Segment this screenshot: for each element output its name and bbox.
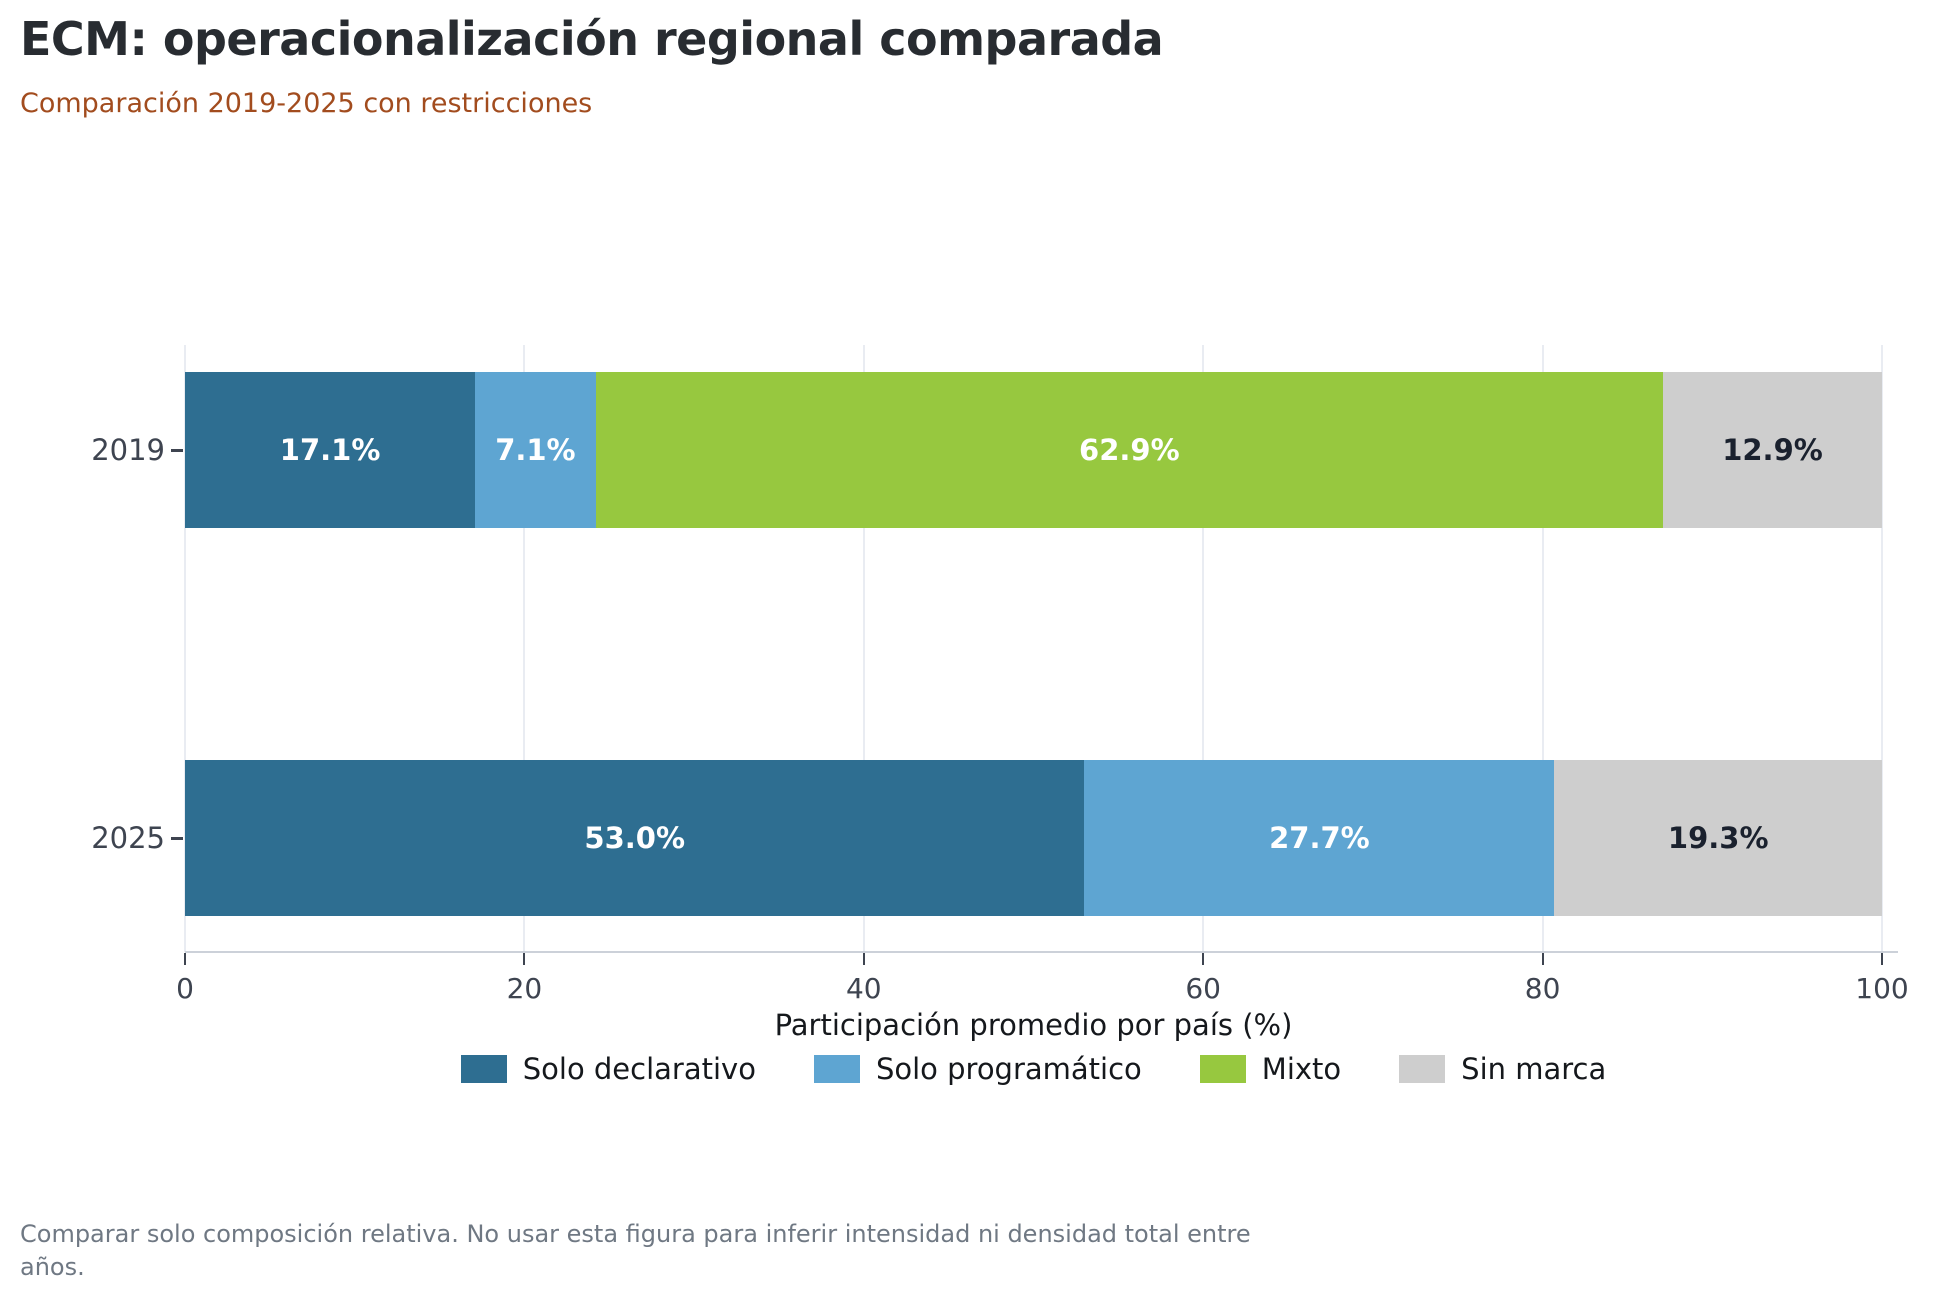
- bar-value-label: 19.3%: [1667, 821, 1769, 855]
- bar-segment-2025-solo-programático: 27.7%: [1084, 760, 1555, 916]
- gridline-x-100: [1881, 345, 1883, 952]
- legend-item-solo-programático: Solo programático: [813, 1052, 1142, 1086]
- x-tick-label-100: 100: [1855, 972, 1909, 1005]
- y-tick-mark-2019: [171, 449, 183, 452]
- gridline-x-40: [862, 345, 865, 952]
- gridline-x-60: [1202, 345, 1205, 952]
- bar-value-label: 27.7%: [1269, 821, 1370, 855]
- x-tick-label-60: 60: [1185, 972, 1222, 1005]
- gridline-x-0: [184, 345, 186, 952]
- legend-item-solo-declarativo: Solo declarativo: [460, 1052, 756, 1086]
- x-tick-label-0: 0: [176, 972, 194, 1005]
- legend: Solo declarativo Solo programático Mixto Si…: [185, 1052, 1882, 1086]
- x-tick-mark-100: [1881, 953, 1883, 965]
- bar-row-2019: 17.1% 7.1% 62.9% 12.9%: [185, 372, 1882, 528]
- x-axis-title: Participación promedio por país (%): [774, 1008, 1293, 1042]
- bar-segment-2019-solo-declarativo: 17.1%: [185, 372, 476, 528]
- bar-value-label: 53.0%: [584, 821, 685, 855]
- x-tick-label-20: 20: [506, 972, 543, 1005]
- legend-label: Sin marca: [1461, 1052, 1607, 1086]
- legend-item-mixto: Mixto: [1199, 1052, 1342, 1086]
- y-tick-label-2025: 2025: [91, 821, 165, 855]
- y-tick-mark-2025: [171, 837, 183, 840]
- legend-label: Solo programático: [875, 1052, 1142, 1086]
- legend-label: Mixto: [1261, 1052, 1342, 1086]
- bar-segment-2019-mixto: 62.9%: [595, 372, 1664, 528]
- bar-value-label: 12.9%: [1722, 433, 1823, 467]
- x-tick-mark-0: [184, 953, 186, 965]
- legend-swatch: [1199, 1055, 1246, 1083]
- chart-subtitle: Comparación 2019-2025 con restricciones: [20, 88, 593, 119]
- bar-segment-2019-solo-programático: 7.1%: [475, 372, 596, 528]
- gridline-x-20: [523, 345, 526, 952]
- x-tick-mark-40: [862, 953, 865, 965]
- legend-swatch: [813, 1055, 860, 1083]
- legend-swatch: [1399, 1055, 1446, 1083]
- bar-value-label: 7.1%: [495, 433, 576, 467]
- chart-footer-note: Comparar solo composición relativa. No u…: [20, 1220, 1251, 1282]
- y-tick-label-2019: 2019: [91, 433, 165, 467]
- gridline-x-80: [1541, 345, 1544, 952]
- legend-label: Solo declarativo: [522, 1052, 756, 1086]
- bar-segment-2019-sin-marca: 12.9%: [1663, 372, 1882, 528]
- legend-item-sin-marca: Sin marca: [1399, 1052, 1606, 1086]
- x-tick-label-40: 40: [845, 972, 882, 1005]
- bar-value-label: 17.1%: [279, 433, 381, 467]
- bar-row-2025: 53.0% 27.7% 19.3%: [185, 760, 1882, 916]
- bar-value-label: 62.9%: [1079, 433, 1180, 467]
- x-tick-mark-80: [1541, 953, 1544, 965]
- plot-area: 17.1% 7.1% 62.9% 12.9% 53.0% 27.7% 19.3%: [184, 345, 1883, 952]
- x-tick-mark-60: [1202, 953, 1205, 965]
- x-axis-line: [185, 951, 1898, 953]
- x-tick-label-80: 80: [1524, 972, 1561, 1005]
- legend-swatch: [460, 1055, 507, 1083]
- x-tick-mark-20: [523, 953, 526, 965]
- chart-title: ECM: operacionalización regional compara…: [20, 12, 1164, 66]
- bar-segment-2025-solo-declarativo: 53.0%: [185, 760, 1085, 916]
- bar-segment-2025-sin-marca: 19.3%: [1554, 760, 1882, 916]
